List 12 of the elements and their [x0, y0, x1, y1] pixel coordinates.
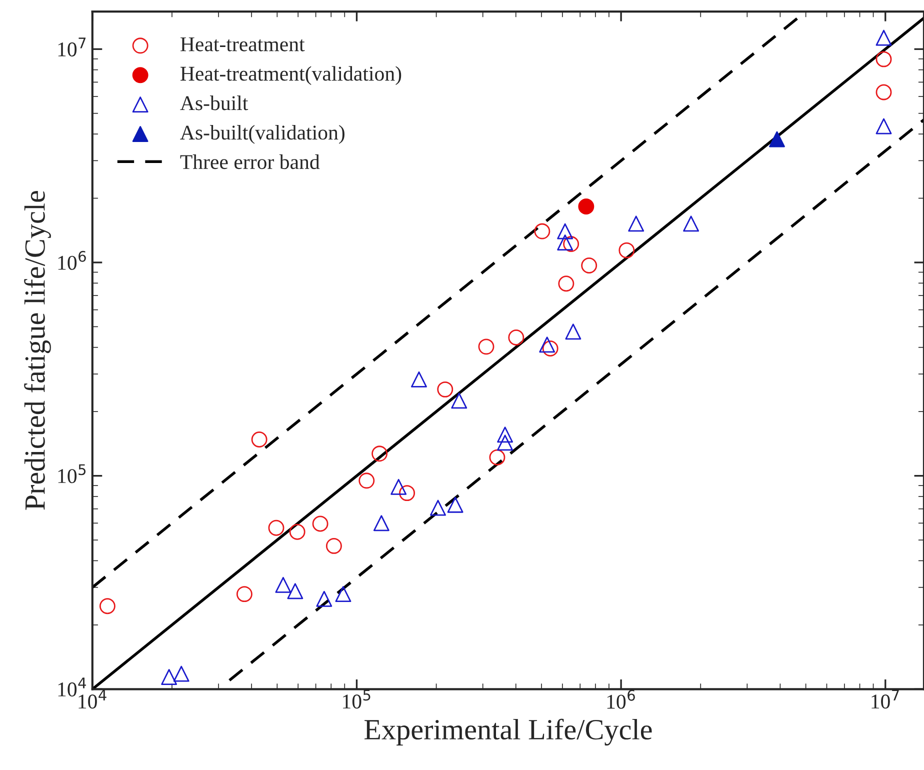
y-tick-label: 10$^{6}$: [58, 250, 86, 270]
y-tick-label: 10$^{5}$: [58, 464, 86, 484]
legend-label: As-built: [180, 96, 248, 110]
legend-label: As-built(validation): [180, 124, 344, 144]
y-tick-label: 10$^{7}$: [58, 38, 86, 56]
x-tick-label: 10$^{4}$: [78, 690, 106, 709]
legend-label: Three error band: [180, 154, 320, 170]
y-axis-title: Predicted fatigue life/Cycle: [24, 191, 51, 510]
x-tick-label: 10$^{6}$: [607, 690, 635, 709]
x-axis-title: Experimental Life/Cycle: [364, 718, 652, 746]
legend-label: Heat-treatment: [180, 37, 305, 52]
legend-label: Heat-treatment(validation): [180, 66, 402, 86]
